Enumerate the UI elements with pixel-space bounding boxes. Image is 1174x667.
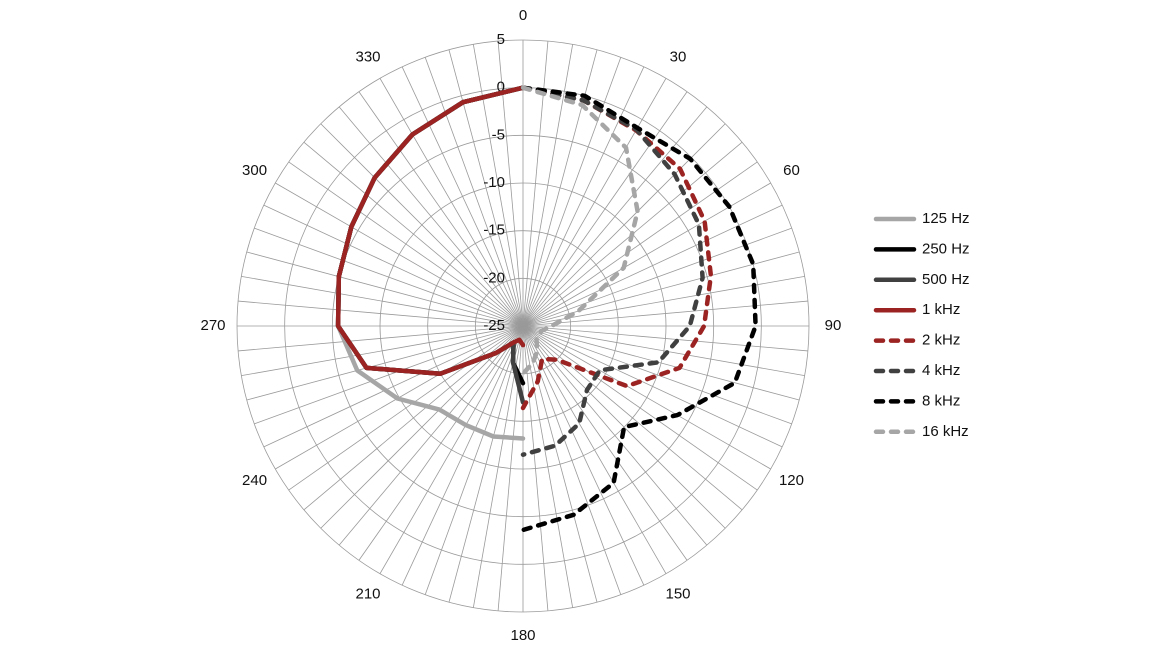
legend-label: 125 Hz: [922, 210, 970, 227]
ring: [427, 230, 619, 422]
ring: [331, 134, 715, 518]
theta-tick-label: 330: [355, 49, 380, 66]
theta-tick-label: 0: [519, 7, 527, 24]
r-tick-label: 5: [497, 31, 505, 48]
legend-label: 500 Hz: [922, 271, 970, 288]
series-line: [520, 85, 758, 533]
theta-tick-label: 150: [665, 585, 690, 602]
legend-label: 16 kHz: [922, 423, 969, 440]
ring: [236, 39, 810, 613]
legend-label: 4 kHz: [922, 362, 960, 379]
r-tick-label: -5: [492, 126, 505, 143]
r-tick-label: -25: [483, 317, 505, 334]
r-tick-label: -15: [483, 222, 505, 239]
series-line: [520, 85, 640, 376]
theta-tick-label: 180: [510, 627, 535, 644]
theta-tick-label: 90: [825, 317, 842, 334]
r-tick-label: -10: [483, 174, 505, 191]
legend-label: 1 kHz: [922, 301, 960, 318]
theta-tick-label: 270: [200, 317, 225, 334]
r-tick-label: -20: [483, 269, 505, 286]
theta-tick-label: 210: [355, 585, 380, 602]
ring: [379, 182, 667, 470]
theta-tick-label: 300: [242, 162, 267, 179]
legend-label: 250 Hz: [922, 240, 970, 257]
theta-tick-label: 30: [670, 49, 687, 66]
r-tick-label: 0: [497, 79, 505, 96]
theta-tick-label: 120: [779, 472, 804, 489]
legend-label: 8 kHz: [922, 392, 960, 409]
legend-label: 2 kHz: [922, 332, 960, 349]
series-line: [335, 85, 526, 376]
theta-tick-label: 240: [242, 472, 267, 489]
theta-tick-label: 60: [783, 162, 800, 179]
